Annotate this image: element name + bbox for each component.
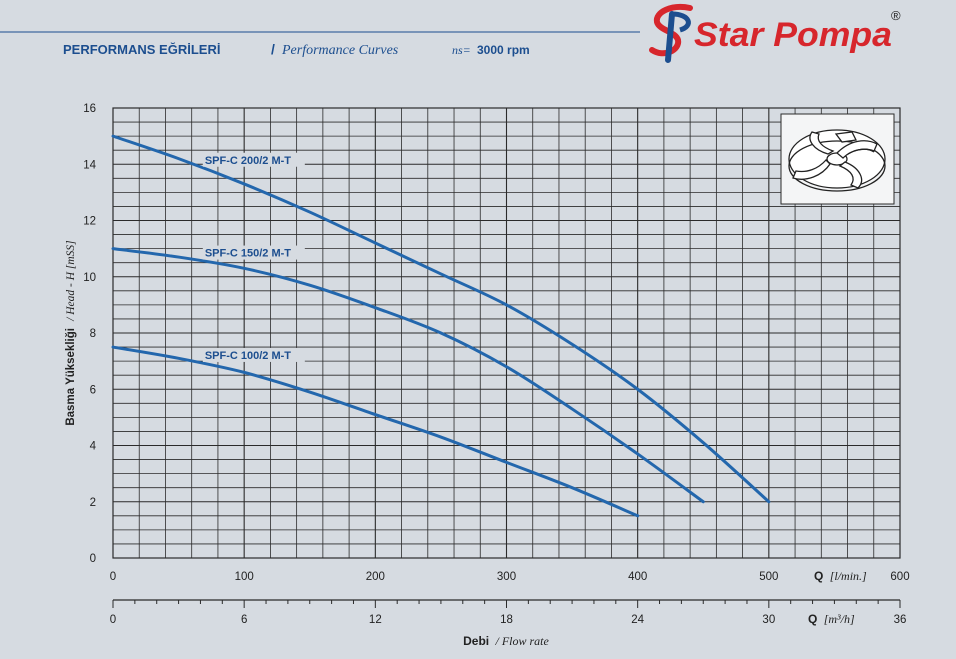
series-label-background <box>202 152 305 167</box>
x-tick-label-primary: 200 <box>366 571 385 583</box>
y-tick-label: 16 <box>83 103 96 115</box>
speed-label: ns= <box>452 43 471 57</box>
x-tick-label-secondary: 24 <box>631 614 644 626</box>
series-label: SPF-C 150/2 M-T <box>205 248 291 260</box>
y-tick-label: 6 <box>90 384 96 396</box>
header: PERFORMANS EĞRİLERİ / Performance Curves… <box>0 31 640 58</box>
x-axis-primary-symbol: Q <box>814 569 823 583</box>
x-axis-secondary-ticks <box>112 600 901 608</box>
x-axis-primary-unit-text: [l/min.] <box>830 569 867 583</box>
x-tick-label-secondary: 0 <box>110 614 116 626</box>
impeller-icon <box>788 129 886 192</box>
plot-area: SPF-C 200/2 M-T SPF-C 150/2 M-T SPF-C 100/… <box>83 103 909 583</box>
x-axis-primary-unit: Q [l/min.] <box>814 569 867 583</box>
series-label: SPF-C 100/2 M-T <box>205 350 291 362</box>
x-tick-label-primary: 300 <box>497 571 516 583</box>
x-axis-secondary: 0 6 12 18 24 30 36 Q [m³/h] <box>110 599 907 626</box>
series-line <box>111 247 705 504</box>
x-tick-label-primary: 600 <box>890 571 909 583</box>
y-axis-title-bold: Basma Yüksekliği <box>65 328 77 426</box>
x-axis-title-bold: Debi <box>463 634 489 648</box>
title-english: Performance Curves <box>281 43 399 58</box>
title-turkish: PERFORMANS EĞRİLERİ <box>63 42 220 57</box>
x-axis-secondary-unit-text: [m³/h] <box>824 612 855 626</box>
series-labels: SPF-C 200/2 M-T SPF-C 150/2 M-T SPF-C 100/… <box>202 152 305 362</box>
brand-logo: Star Pompa ® <box>649 4 901 63</box>
series-line <box>111 134 771 504</box>
x-tick-label-primary: 500 <box>759 571 778 583</box>
y-tick-label: 8 <box>90 328 96 340</box>
title-separator: / <box>271 41 275 57</box>
x-axis-title-italic: / Flow rate <box>495 634 550 648</box>
x-tick-label-secondary: 12 <box>369 614 382 626</box>
grid <box>113 108 900 558</box>
x-tick-label-secondary: 6 <box>241 614 247 626</box>
x-axis-title: Debi / Flow rate <box>463 634 549 648</box>
y-tick-label: 0 <box>90 553 96 565</box>
x-tick-label-primary: 400 <box>628 571 647 583</box>
y-tick-label: 2 <box>90 497 96 509</box>
x-tick-labels-secondary: 0 6 12 18 24 30 36 <box>110 614 907 626</box>
series-group <box>111 134 771 518</box>
logo-mark-icon <box>649 4 693 63</box>
x-axis-secondary-symbol: Q <box>808 612 817 626</box>
y-tick-label: 4 <box>90 441 97 453</box>
x-tick-label-secondary: 36 <box>894 614 907 626</box>
y-axis-title: Basma Yüksekliği / Head - H [mSS] <box>65 240 77 425</box>
brand-name: Star Pompa <box>694 16 892 54</box>
x-tick-label-primary: 100 <box>235 571 254 583</box>
registered-mark: ® <box>891 8 901 23</box>
x-tick-label-primary: 0 <box>110 571 116 583</box>
y-tick-label: 14 <box>83 159 96 171</box>
series-label-background <box>202 347 305 362</box>
series-line <box>111 345 640 518</box>
x-tick-label-secondary: 30 <box>762 614 775 626</box>
x-tick-label-secondary: 18 <box>500 614 513 626</box>
speed-value: 3000 rpm <box>477 43 530 57</box>
series-label: SPF-C 200/2 M-T <box>205 155 291 167</box>
y-tick-labels: 0 2 4 6 8 10 12 14 16 <box>83 103 96 565</box>
x-tick-labels-primary: 0 100 200 300 400 500 600 <box>110 571 910 583</box>
x-axis-secondary-unit: Q [m³/h] <box>808 612 855 626</box>
y-axis-title-italic: / Head - H [mSS] <box>65 240 77 322</box>
y-tick-label: 12 <box>83 216 96 228</box>
series-label-background <box>202 245 305 260</box>
y-tick-label: 10 <box>83 272 96 284</box>
impeller-legend <box>780 113 895 205</box>
